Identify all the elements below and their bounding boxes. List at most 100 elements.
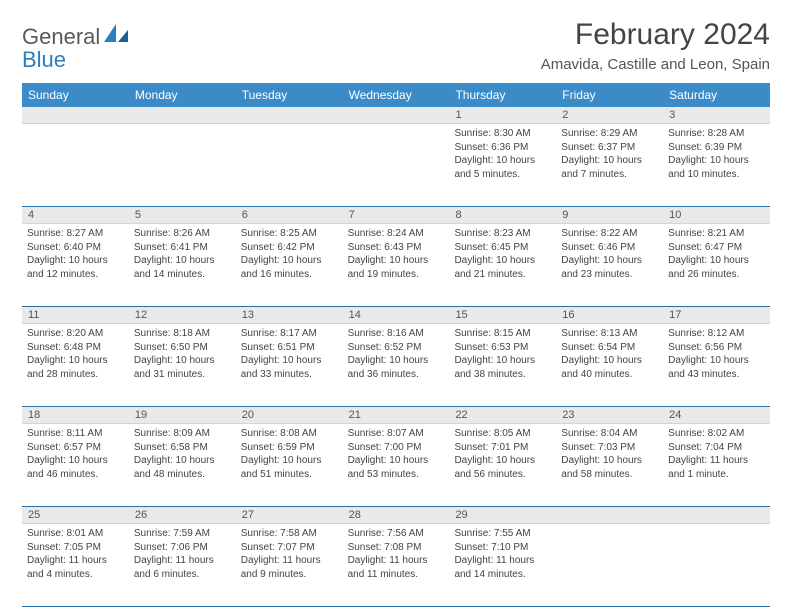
day-cell: Sunrise: 7:59 AMSunset: 7:06 PMDaylight:… bbox=[129, 524, 236, 606]
week-row: Sunrise: 8:30 AMSunset: 6:36 PMDaylight:… bbox=[22, 124, 770, 207]
sunrise-text: Sunrise: 8:08 AM bbox=[241, 427, 338, 441]
sunset-text: Sunset: 6:46 PM bbox=[561, 241, 658, 255]
daylight-text: Daylight: 10 hours and 10 minutes. bbox=[668, 154, 765, 181]
sunset-text: Sunset: 6:52 PM bbox=[348, 341, 445, 355]
daylight-text: Daylight: 10 hours and 14 minutes. bbox=[134, 254, 231, 281]
day-number: 18 bbox=[22, 407, 129, 423]
day-cell: Sunrise: 8:18 AMSunset: 6:50 PMDaylight:… bbox=[129, 324, 236, 406]
sunrise-text: Sunrise: 8:12 AM bbox=[668, 327, 765, 341]
sunrise-text: Sunrise: 8:04 AM bbox=[561, 427, 658, 441]
dayheader-tuesday: Tuesday bbox=[236, 83, 343, 107]
day-details: Sunrise: 8:16 AMSunset: 6:52 PMDaylight:… bbox=[348, 327, 445, 381]
day-number bbox=[236, 107, 343, 123]
day-number: 7 bbox=[343, 207, 450, 223]
day-cell: Sunrise: 8:26 AMSunset: 6:41 PMDaylight:… bbox=[129, 224, 236, 306]
day-details: Sunrise: 8:20 AMSunset: 6:48 PMDaylight:… bbox=[27, 327, 124, 381]
day-number: 9 bbox=[556, 207, 663, 223]
day-number bbox=[22, 107, 129, 123]
sunset-text: Sunset: 7:05 PM bbox=[27, 541, 124, 555]
sunrise-text: Sunrise: 8:05 AM bbox=[454, 427, 551, 441]
day-cell: Sunrise: 8:20 AMSunset: 6:48 PMDaylight:… bbox=[22, 324, 129, 406]
sunrise-text: Sunrise: 8:15 AM bbox=[454, 327, 551, 341]
day-details: Sunrise: 7:59 AMSunset: 7:06 PMDaylight:… bbox=[134, 527, 231, 581]
day-number: 23 bbox=[556, 407, 663, 423]
logo-sail-icon bbox=[102, 22, 130, 44]
dayheader-sunday: Sunday bbox=[22, 83, 129, 107]
day-details: Sunrise: 8:08 AMSunset: 6:59 PMDaylight:… bbox=[241, 427, 338, 481]
daylight-text: Daylight: 10 hours and 46 minutes. bbox=[27, 454, 124, 481]
day-number bbox=[129, 107, 236, 123]
day-cell: Sunrise: 8:23 AMSunset: 6:45 PMDaylight:… bbox=[449, 224, 556, 306]
day-number: 1 bbox=[449, 107, 556, 123]
sunset-text: Sunset: 6:45 PM bbox=[454, 241, 551, 255]
day-number: 25 bbox=[22, 507, 129, 523]
day-cell: Sunrise: 8:12 AMSunset: 6:56 PMDaylight:… bbox=[663, 324, 770, 406]
day-number: 19 bbox=[129, 407, 236, 423]
logo-word2: Blue bbox=[22, 47, 66, 72]
day-cell: Sunrise: 8:01 AMSunset: 7:05 PMDaylight:… bbox=[22, 524, 129, 606]
location: Amavida, Castille and Leon, Spain bbox=[541, 56, 770, 73]
day-number: 12 bbox=[129, 307, 236, 323]
day-number: 4 bbox=[22, 207, 129, 223]
daynum-row: 45678910 bbox=[22, 207, 770, 224]
week-row: Sunrise: 8:01 AMSunset: 7:05 PMDaylight:… bbox=[22, 524, 770, 607]
sunset-text: Sunset: 6:56 PM bbox=[668, 341, 765, 355]
sunset-text: Sunset: 6:50 PM bbox=[134, 341, 231, 355]
dayheader-wednesday: Wednesday bbox=[343, 83, 450, 107]
day-details: Sunrise: 7:56 AMSunset: 7:08 PMDaylight:… bbox=[348, 527, 445, 581]
daylight-text: Daylight: 10 hours and 12 minutes. bbox=[27, 254, 124, 281]
daynum-row: 11121314151617 bbox=[22, 307, 770, 324]
day-cell: Sunrise: 8:04 AMSunset: 7:03 PMDaylight:… bbox=[556, 424, 663, 506]
sunrise-text: Sunrise: 7:58 AM bbox=[241, 527, 338, 541]
sunrise-text: Sunrise: 7:55 AM bbox=[454, 527, 551, 541]
dayheader-row: Sunday Monday Tuesday Wednesday Thursday… bbox=[22, 83, 770, 107]
day-cell: Sunrise: 8:21 AMSunset: 6:47 PMDaylight:… bbox=[663, 224, 770, 306]
day-details: Sunrise: 8:18 AMSunset: 6:50 PMDaylight:… bbox=[134, 327, 231, 381]
calendar: Sunday Monday Tuesday Wednesday Thursday… bbox=[22, 83, 770, 607]
sunset-text: Sunset: 6:57 PM bbox=[27, 441, 124, 455]
day-cell: Sunrise: 8:09 AMSunset: 6:58 PMDaylight:… bbox=[129, 424, 236, 506]
daylight-text: Daylight: 10 hours and 38 minutes. bbox=[454, 354, 551, 381]
daylight-text: Daylight: 10 hours and 56 minutes. bbox=[454, 454, 551, 481]
sunrise-text: Sunrise: 8:13 AM bbox=[561, 327, 658, 341]
sunrise-text: Sunrise: 8:30 AM bbox=[454, 127, 551, 141]
day-cell: Sunrise: 8:22 AMSunset: 6:46 PMDaylight:… bbox=[556, 224, 663, 306]
day-number: 21 bbox=[343, 407, 450, 423]
sunset-text: Sunset: 6:47 PM bbox=[668, 241, 765, 255]
sunset-text: Sunset: 7:07 PM bbox=[241, 541, 338, 555]
day-cell: Sunrise: 8:16 AMSunset: 6:52 PMDaylight:… bbox=[343, 324, 450, 406]
day-details: Sunrise: 8:24 AMSunset: 6:43 PMDaylight:… bbox=[348, 227, 445, 281]
daylight-text: Daylight: 11 hours and 9 minutes. bbox=[241, 554, 338, 581]
day-number bbox=[663, 507, 770, 523]
daynum-row: 18192021222324 bbox=[22, 407, 770, 424]
week-row: Sunrise: 8:27 AMSunset: 6:40 PMDaylight:… bbox=[22, 224, 770, 307]
daylight-text: Daylight: 10 hours and 33 minutes. bbox=[241, 354, 338, 381]
sunset-text: Sunset: 7:04 PM bbox=[668, 441, 765, 455]
day-number: 6 bbox=[236, 207, 343, 223]
daylight-text: Daylight: 10 hours and 31 minutes. bbox=[134, 354, 231, 381]
day-cell: Sunrise: 8:30 AMSunset: 6:36 PMDaylight:… bbox=[449, 124, 556, 206]
day-details: Sunrise: 8:29 AMSunset: 6:37 PMDaylight:… bbox=[561, 127, 658, 181]
day-details: Sunrise: 7:55 AMSunset: 7:10 PMDaylight:… bbox=[454, 527, 551, 581]
day-details: Sunrise: 8:11 AMSunset: 6:57 PMDaylight:… bbox=[27, 427, 124, 481]
day-number: 26 bbox=[129, 507, 236, 523]
day-number: 27 bbox=[236, 507, 343, 523]
sunrise-text: Sunrise: 8:16 AM bbox=[348, 327, 445, 341]
sunrise-text: Sunrise: 8:21 AM bbox=[668, 227, 765, 241]
day-details: Sunrise: 8:22 AMSunset: 6:46 PMDaylight:… bbox=[561, 227, 658, 281]
day-cell bbox=[556, 524, 663, 606]
day-number bbox=[343, 107, 450, 123]
day-details: Sunrise: 8:15 AMSunset: 6:53 PMDaylight:… bbox=[454, 327, 551, 381]
sunset-text: Sunset: 7:01 PM bbox=[454, 441, 551, 455]
month-title: February 2024 bbox=[541, 18, 770, 52]
day-number bbox=[556, 507, 663, 523]
sunset-text: Sunset: 7:08 PM bbox=[348, 541, 445, 555]
daynum-row: 123 bbox=[22, 107, 770, 124]
day-cell: Sunrise: 8:28 AMSunset: 6:39 PMDaylight:… bbox=[663, 124, 770, 206]
day-cell: Sunrise: 8:08 AMSunset: 6:59 PMDaylight:… bbox=[236, 424, 343, 506]
day-cell: Sunrise: 7:55 AMSunset: 7:10 PMDaylight:… bbox=[449, 524, 556, 606]
day-number: 15 bbox=[449, 307, 556, 323]
sunset-text: Sunset: 7:00 PM bbox=[348, 441, 445, 455]
sunset-text: Sunset: 6:51 PM bbox=[241, 341, 338, 355]
day-number: 3 bbox=[663, 107, 770, 123]
